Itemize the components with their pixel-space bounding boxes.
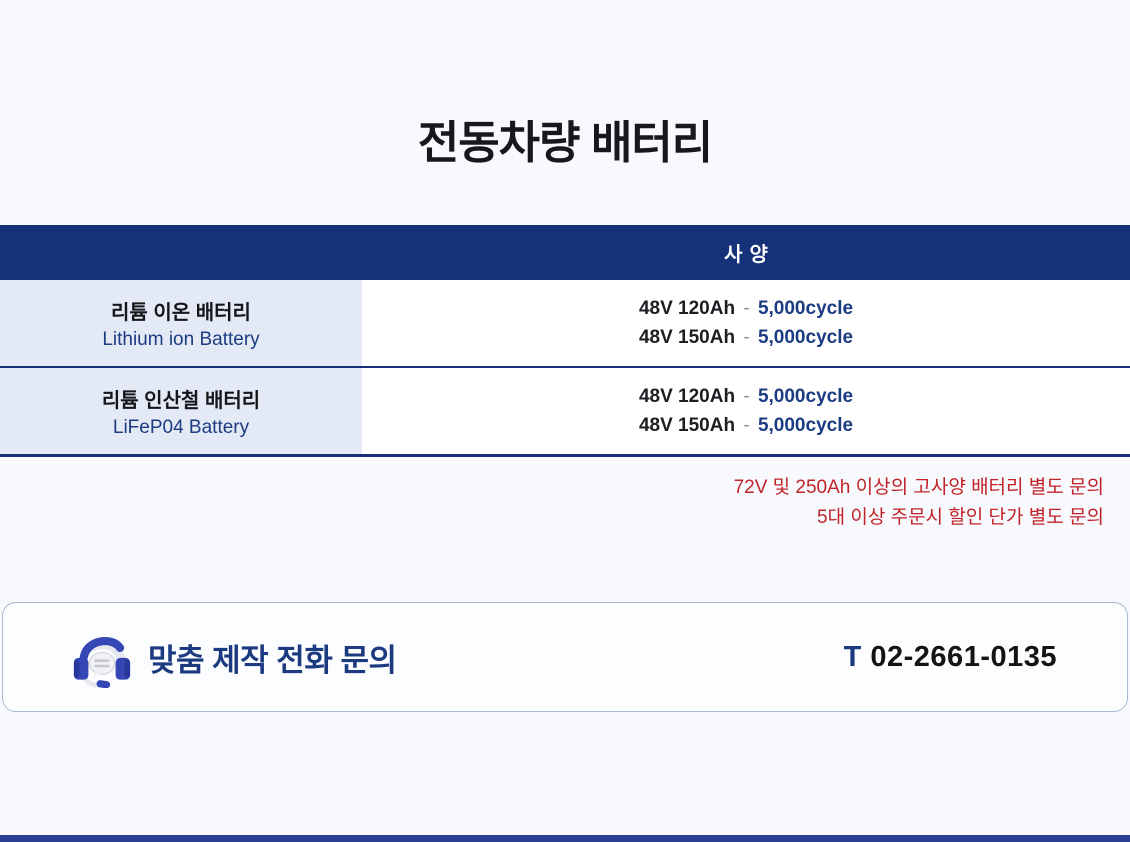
spec-line: 48V 120Ah - 5,000cycle (639, 294, 853, 323)
table-row-lithium-ion: 리튬 이온 배터리 Lithium ion Battery 48V 120Ah … (0, 280, 1130, 366)
spec-cycle: 5,000cycle (757, 327, 854, 348)
battery-name-cell: 리튬 인산철 배터리 LiFeP04 Battery (0, 368, 362, 454)
battery-name-korean: 리튬 이온 배터리 (111, 301, 251, 324)
spec-model: 48V 150Ah (638, 415, 736, 436)
spec-separator: - (743, 415, 750, 436)
contact-label: 맞춤 제작 전화 문의 (148, 642, 397, 678)
table-body: 리튬 이온 배터리 Lithium ion Battery 48V 120Ah … (0, 280, 1130, 457)
phone-t-prefix: T (843, 640, 862, 673)
table-header-spec-label: 사양 (724, 244, 775, 266)
bottom-section-divider (0, 835, 1130, 842)
battery-spec-cell: 48V 120Ah - 5,000cycle 48V 150Ah - 5,000… (362, 368, 1130, 454)
notice-text: 72V 및 250Ah 이상의 고사양 배터리 별도 문의 5대 이상 주문시 … (0, 473, 1130, 533)
headset-icon (73, 637, 131, 688)
spec-separator: - (743, 298, 750, 319)
notice-line-high-spec: 72V 및 250Ah 이상의 고사양 배터리 별도 문의 (733, 477, 1104, 498)
spec-line: 48V 120Ah - 5,000cycle (639, 382, 853, 411)
contact-left-group: 맞춤 제작 전화 문의 (73, 626, 397, 688)
spec-line: 48V 150Ah - 5,000cycle (639, 323, 853, 352)
spec-model: 48V 150Ah (638, 327, 736, 348)
phone-number[interactable]: T 02-2661-0135 (844, 641, 1057, 674)
contact-banner[interactable]: 맞춤 제작 전화 문의 T 02-2661-0135 (2, 602, 1128, 712)
page-title: 전동차량 배터리 (417, 117, 713, 168)
spec-separator: - (743, 386, 750, 407)
table-header-row: 사양 (0, 225, 1130, 280)
spec-model: 48V 120Ah (638, 386, 736, 407)
spec-cycle: 5,000cycle (757, 298, 854, 319)
battery-spec-cell: 48V 120Ah - 5,000cycle 48V 150Ah - 5,000… (362, 280, 1130, 366)
battery-name-korean: 리튬 인산철 배터리 (101, 389, 261, 412)
table-row-lifepo4: 리튬 인산철 배터리 LiFeP04 Battery 48V 120Ah - 5… (0, 366, 1130, 454)
spec-line: 48V 150Ah - 5,000cycle (639, 411, 853, 440)
phone-number-text: 02-2661-0135 (870, 640, 1057, 673)
spec-cycle: 5,000cycle (757, 386, 854, 407)
battery-name-english: LiFeP04 Battery (112, 416, 250, 438)
spec-cycle: 5,000cycle (757, 415, 854, 436)
spec-separator: - (743, 327, 750, 348)
battery-name-cell: 리튬 이온 배터리 Lithium ion Battery (0, 280, 362, 366)
spec-model: 48V 120Ah (638, 298, 736, 319)
spec-table: 사양 리튬 이온 배터리 Lithium ion Battery 48V 120… (0, 225, 1130, 457)
notice-line-bulk-discount: 5대 이상 주문시 할인 단가 별도 문의 (817, 507, 1104, 528)
battery-name-english: Lithium ion Battery (102, 328, 260, 350)
